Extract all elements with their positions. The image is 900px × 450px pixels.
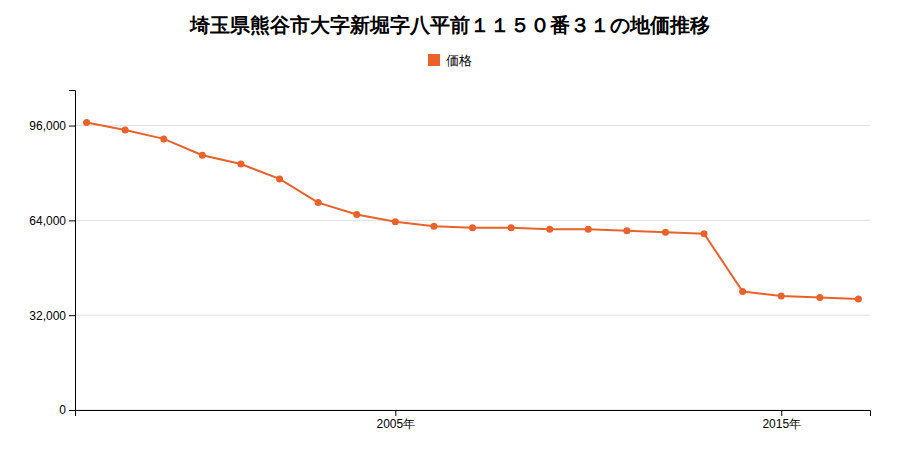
point <box>508 224 515 231</box>
point <box>430 223 437 230</box>
point <box>778 292 785 299</box>
y-axis: 0 32,000 64,000 96,000 <box>29 91 75 418</box>
point <box>160 135 167 142</box>
y-tick-mark <box>69 126 75 127</box>
y-tick-mark <box>69 410 75 411</box>
chart-svg: 埼玉県熊谷市大字新堀字八平前１１５０番３１の地価推移 2005年 2015年 0 32,… <box>0 0 900 450</box>
title: 埼玉県熊谷市大字新堀字八平前１１５０番３１の地価推移 <box>189 13 710 37</box>
y-tick-mark <box>69 220 75 221</box>
x-tick-label: 2005年 <box>376 417 415 431</box>
point <box>469 224 476 231</box>
y-tick-label: 0 <box>59 403 66 417</box>
legend-swatch <box>428 54 440 66</box>
y-tick: 32,000 <box>29 309 75 323</box>
y-tick-label: 96,000 <box>29 119 66 133</box>
x-tick: 2015年 <box>762 410 801 431</box>
point <box>315 199 322 206</box>
legend-item: 価格 <box>428 53 472 68</box>
point <box>276 175 283 182</box>
x-tick-mark <box>395 410 396 416</box>
point <box>739 288 746 295</box>
x-tick-label: 2015年 <box>762 417 801 431</box>
legend: 価格 <box>428 53 472 68</box>
x-axis-line <box>76 411 871 417</box>
grid-line <box>75 220 870 221</box>
grid-line <box>75 125 870 126</box>
y-tick: 0 <box>59 403 75 417</box>
point <box>199 152 206 159</box>
series-line <box>87 123 859 299</box>
x-tick-mark <box>781 410 782 416</box>
grid-line <box>75 315 870 316</box>
point <box>546 226 553 233</box>
point <box>701 230 708 237</box>
point <box>816 294 823 301</box>
legend-label: 価格 <box>446 53 472 68</box>
x-axis: 2005年 2015年 <box>76 410 871 431</box>
point <box>623 227 630 234</box>
point <box>353 211 360 218</box>
y-tick-mark <box>69 315 75 316</box>
marks <box>83 119 862 302</box>
point <box>122 127 129 134</box>
chart-container: 埼玉県熊谷市大字新堀字八平前１１５０番３１の地価推移 2005年 2015年 0 32,… <box>0 0 900 450</box>
y-tick-label: 64,000 <box>29 214 66 228</box>
y-tick: 96,000 <box>29 119 75 133</box>
grid <box>75 126 870 410</box>
y-tick: 64,000 <box>29 214 75 228</box>
y-tick-label: 32,000 <box>29 309 66 323</box>
point <box>83 119 90 126</box>
plot: 2005年 2015年 0 32,000 64,000 96,000 <box>29 91 870 431</box>
y-axis-line <box>69 91 76 411</box>
point <box>392 218 399 225</box>
point <box>585 226 592 233</box>
x-tick: 2005年 <box>376 410 415 431</box>
point <box>855 295 862 302</box>
point <box>237 161 244 168</box>
point <box>662 229 669 236</box>
